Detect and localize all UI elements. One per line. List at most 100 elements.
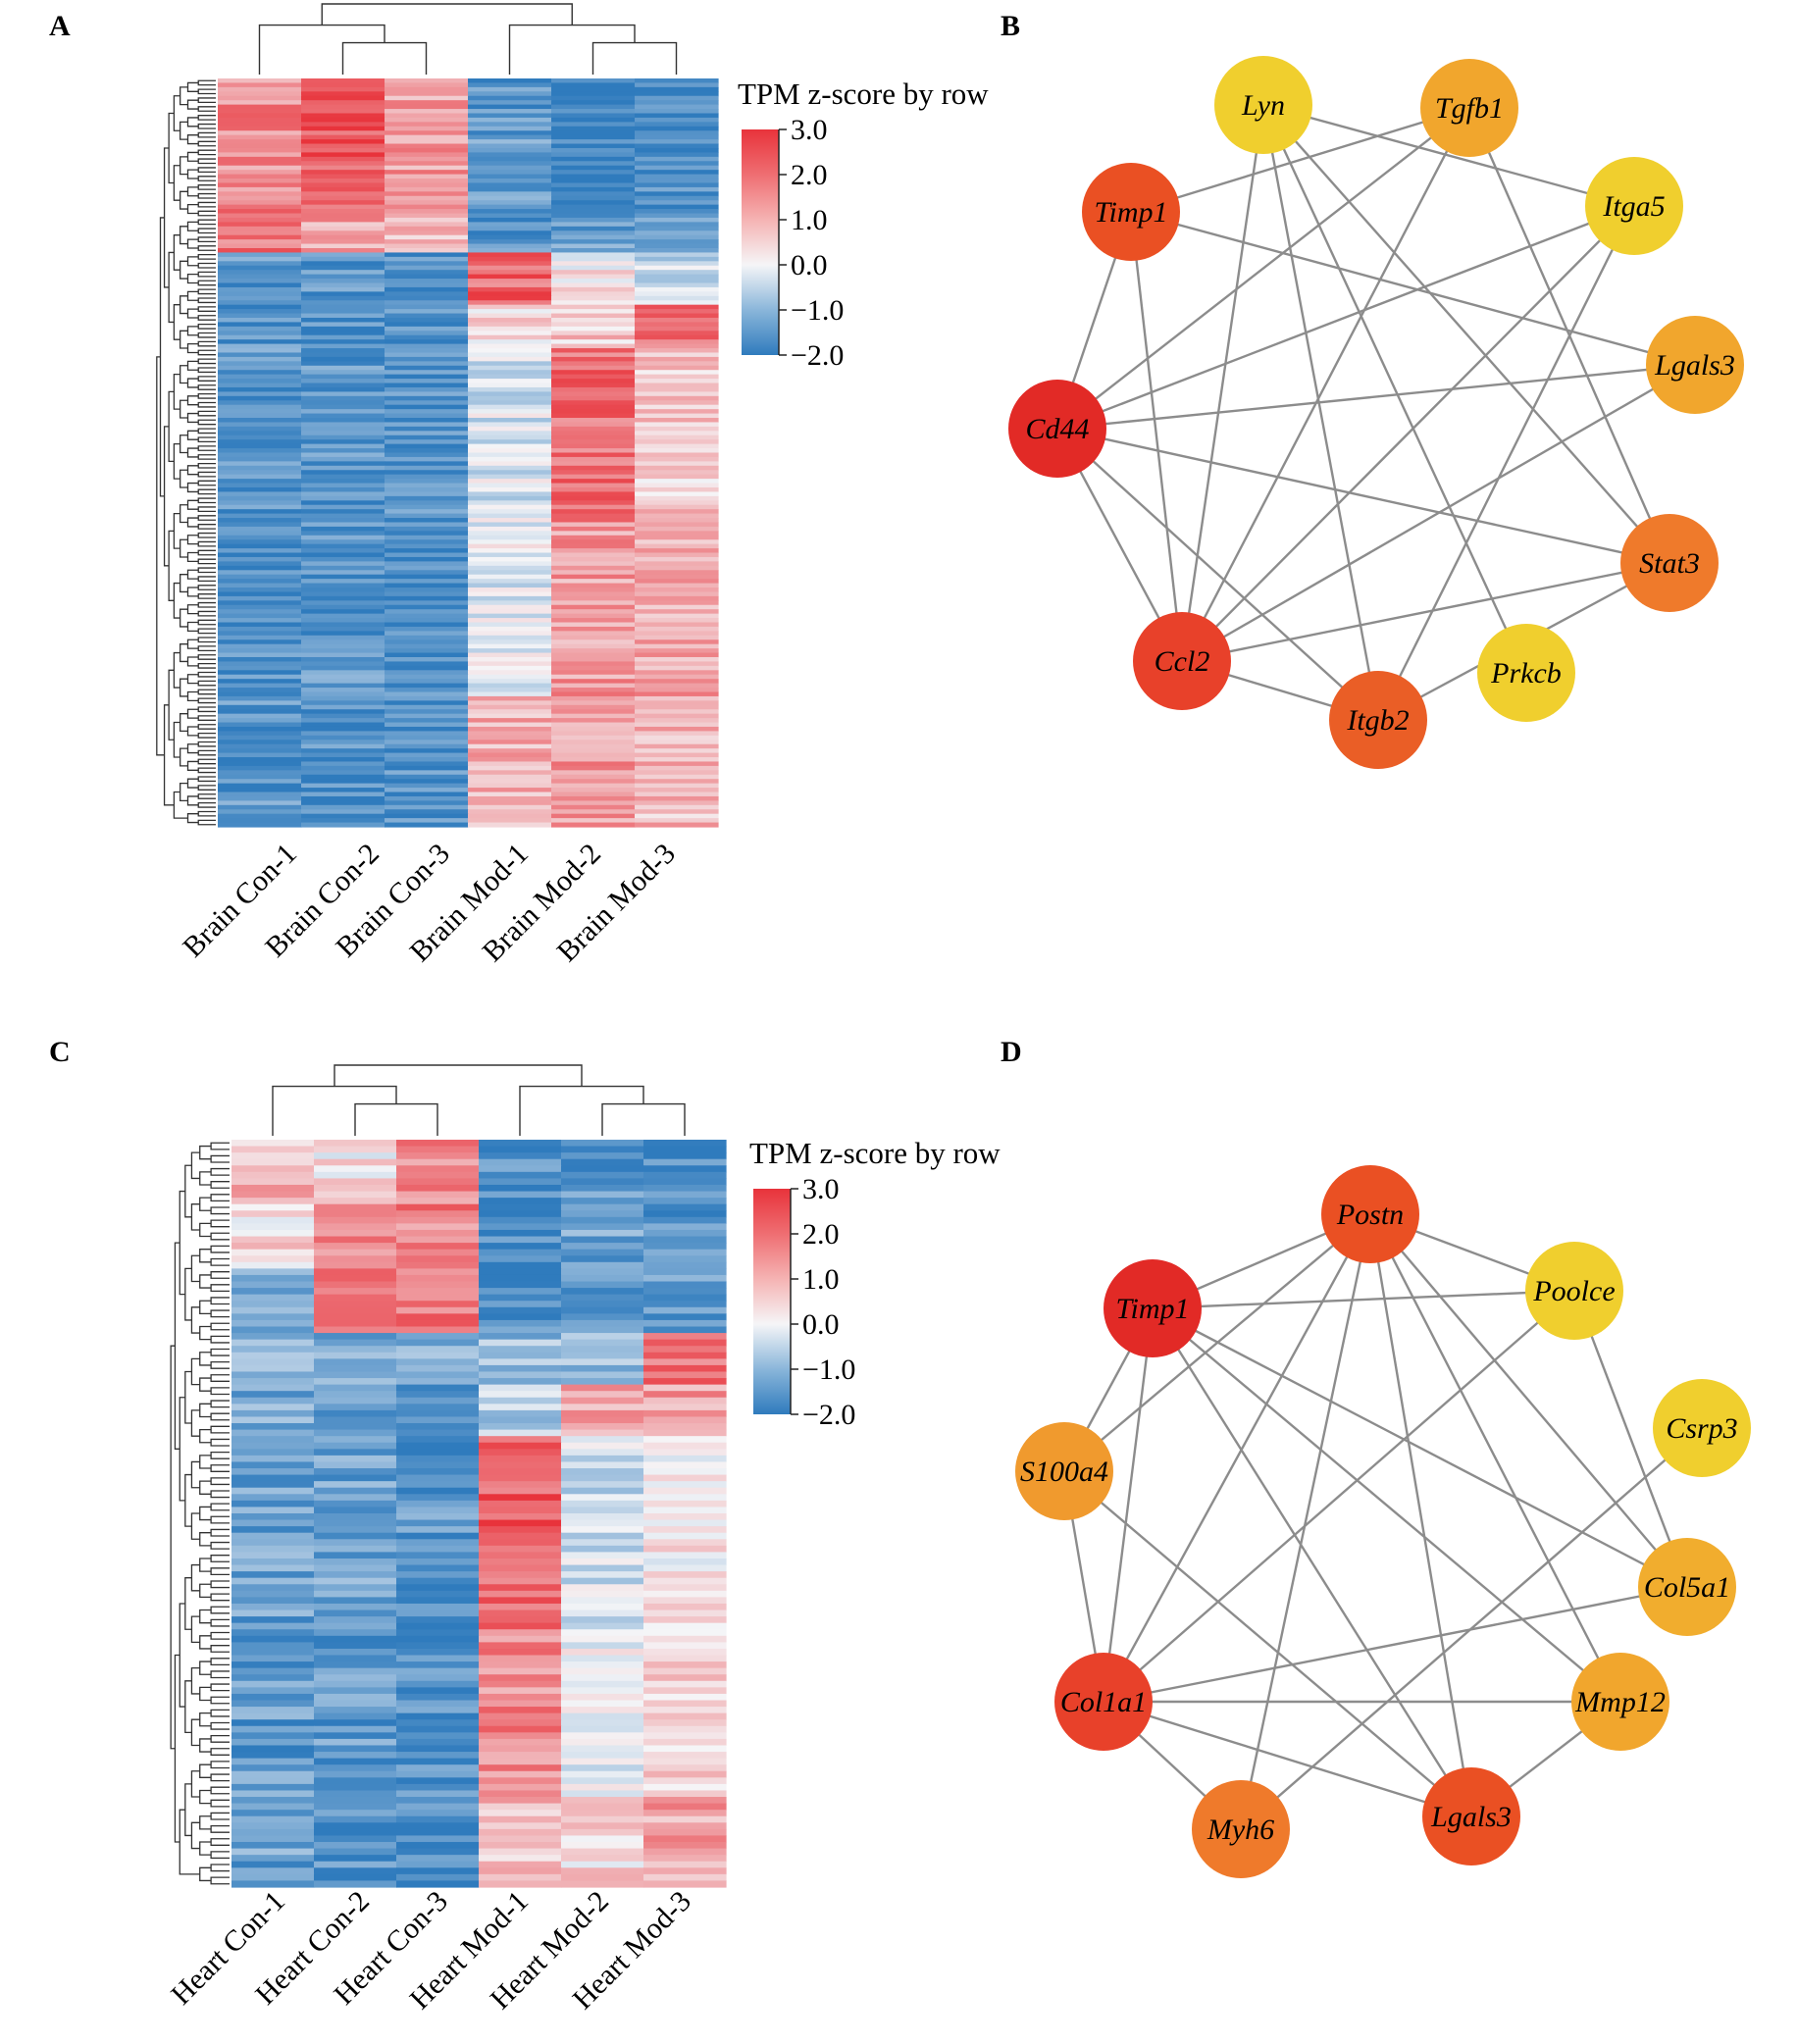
heatmap-cell [561,1719,644,1727]
heatmap-cell [643,1165,727,1173]
heatmap-cell [468,309,552,315]
heatmap-cell [635,618,719,624]
heatmap-cell [314,1429,397,1437]
heatmap-cell [468,552,552,558]
heatmap-cell [635,383,719,388]
heatmap-cell [468,122,552,128]
heatmap-cell [551,479,636,485]
dendrogram-branch [186,760,199,771]
heatmap-cell [468,143,552,149]
heatmap-cell [231,1732,315,1740]
heatmap-cell [301,130,385,136]
heatmap-cell [468,670,552,676]
dendrogram-branch [210,1683,230,1692]
heatmap-cell [218,274,302,280]
heatmap-cell [385,326,469,332]
dendrogram-branch [210,1786,230,1795]
heatmap-cell [396,1577,480,1585]
dendrogram-branch [197,376,216,382]
heatmap-cell [385,539,469,545]
heatmap-cell [301,474,385,480]
heatmap-cell [551,356,636,362]
heatmap-cell [218,370,302,376]
heatmap-cell [561,1236,644,1244]
heatmap-cell [468,813,552,819]
heatmap-cell [551,130,636,136]
heatmap-cell [635,291,719,297]
heatmap-cell [218,509,302,515]
heatmap-cell [551,134,636,140]
heatmap-cell [479,1481,562,1489]
heatmap-cell [218,631,302,637]
heatmap-cell [385,479,469,485]
heatmap-cell [643,1140,727,1148]
heatmap-cell [635,613,719,619]
heatmap-cell [314,1191,397,1199]
heatmap-cell [561,1461,644,1469]
dendrogram-branch [197,662,216,669]
heatmap-cell [551,448,636,454]
heatmap-cell [301,556,385,563]
heatmap-cell [231,1873,315,1882]
heatmap-cell [468,334,552,340]
heatmap-cell [385,809,469,815]
heatmap-cell [218,286,302,292]
heatmap-cell [643,1378,727,1386]
heatmap-cell [231,1274,315,1283]
dendrogram-branch [180,86,188,106]
heatmap-cell [396,1198,480,1205]
heatmap-cell [231,1339,315,1347]
heatmap-cell [551,543,636,549]
heatmap-cell [218,443,302,449]
heatmap-cell [551,748,636,754]
heatmap-cell [635,217,719,223]
heatmap-cell [301,800,385,806]
node-circle [1585,157,1683,255]
heatmap-cell [385,252,469,258]
heatmap-cell [385,182,469,188]
heatmap-cell [301,352,385,358]
heatmap-cell [479,1861,562,1868]
heatmap-cell [635,156,719,162]
heatmap-cell [479,1171,562,1180]
heatmap-cell [643,1571,727,1579]
heatmap-cell [643,1719,727,1727]
heatmap-cell [479,1880,562,1888]
heatmap-cell [218,291,302,297]
heatmap-cell [643,1855,727,1863]
heatmap-cell [479,1629,562,1637]
heatmap-cell [561,1223,644,1231]
heatmap-cell [643,1532,727,1540]
heatmap-cell [385,404,469,410]
heatmap-cell [643,1455,727,1463]
network-edge [1180,104,1265,662]
heatmap-cell [218,117,302,123]
heatmap-cell [218,795,302,801]
dendrogram-branch [199,1197,212,1211]
heatmap-cell [385,143,469,149]
heatmap-cell [468,609,552,615]
heatmap-cell [301,126,385,131]
heatmap-cell [479,1848,562,1856]
dendrogram-branch [186,256,199,267]
node-circle [1420,59,1518,157]
dendrogram-branch [179,1190,185,1296]
heatmap-cell [561,1590,644,1598]
heatmap-cell [301,95,385,101]
heatmap-cell [643,1268,727,1276]
network-edge [1151,1307,1473,1817]
heatmap-cell [218,526,302,532]
dendrogram-branch [199,1325,212,1341]
heatmap-cell [643,1261,727,1269]
heatmap-cell [396,1333,480,1341]
heatmap-cell [385,117,469,123]
heatmap-cell [635,439,719,445]
heatmap-cell [468,279,552,284]
dendrogram-branch [180,434,188,454]
heatmap-cell [643,1648,727,1657]
heatmap-cell [396,1409,480,1418]
heatmap-cell [635,174,719,179]
heatmap-cell [561,1707,644,1714]
heatmap-cell [551,548,636,554]
dendrogram-branch [197,610,216,617]
